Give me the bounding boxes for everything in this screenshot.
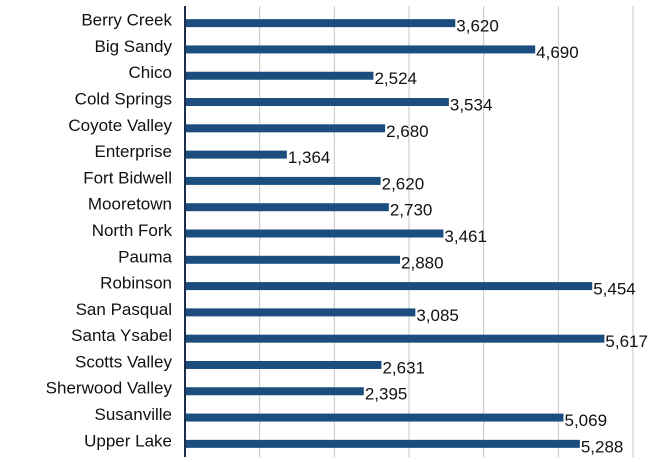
data-label: 2,620 [382, 174, 425, 193]
bar [185, 150, 287, 159]
bar [185, 124, 386, 133]
y-tick-label: Chico [129, 63, 172, 82]
data-label: 2,524 [374, 69, 417, 88]
data-label: 1,364 [288, 148, 331, 167]
bar [185, 98, 449, 107]
data-label: 3,085 [416, 306, 459, 325]
bar [185, 45, 536, 54]
data-label: 4,690 [536, 43, 579, 62]
bar [185, 255, 401, 264]
data-label: 2,680 [386, 122, 429, 141]
data-label: 5,288 [581, 437, 624, 456]
y-tick-label: Enterprise [95, 142, 172, 161]
data-label: 5,454 [593, 280, 636, 299]
y-tick-label: Robinson [100, 274, 172, 293]
bar [185, 439, 580, 448]
data-label: 2,395 [365, 385, 408, 404]
y-tick-label: Santa Ysabel [71, 326, 172, 345]
y-tick-label: Upper Lake [84, 431, 172, 450]
data-label: 2,631 [382, 358, 425, 377]
bar [185, 334, 605, 343]
data-label: 2,880 [401, 253, 444, 272]
bar [185, 282, 593, 291]
y-tick-label: Scotts Valley [75, 352, 173, 371]
data-label: 3,461 [444, 227, 487, 246]
bar [185, 176, 381, 185]
bar [185, 203, 389, 212]
y-tick-label: Mooretown [88, 195, 172, 214]
bar [185, 387, 364, 396]
y-tick-label: Fort Bidwell [83, 168, 172, 187]
y-tick-label: Susanville [95, 405, 173, 424]
bar [185, 308, 416, 317]
y-tick-label: San Pasqual [76, 300, 172, 319]
y-tick-label: Sherwood Valley [46, 379, 173, 398]
data-label: 2,730 [390, 201, 433, 220]
data-label: 5,617 [605, 332, 648, 351]
y-tick-label: North Fork [92, 221, 173, 240]
bar [185, 413, 564, 422]
y-tick-label: Coyote Valley [68, 116, 172, 135]
bar [185, 229, 444, 238]
y-tick-label: Cold Springs [75, 90, 172, 109]
y-tick-label: Big Sandy [95, 37, 173, 56]
bar [185, 360, 382, 369]
y-tick-label: Berry Creek [81, 11, 172, 30]
data-label: 3,534 [450, 96, 493, 115]
bar [185, 71, 374, 80]
y-tick-label: Pauma [118, 247, 172, 266]
bar [185, 19, 456, 28]
data-label: 5,069 [564, 411, 607, 430]
data-label: 3,620 [456, 17, 499, 36]
